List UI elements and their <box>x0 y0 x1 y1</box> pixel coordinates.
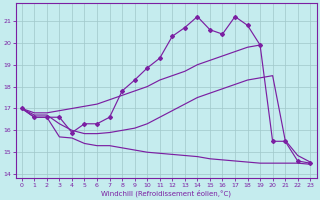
X-axis label: Windchill (Refroidissement éolien,°C): Windchill (Refroidissement éolien,°C) <box>101 189 231 197</box>
